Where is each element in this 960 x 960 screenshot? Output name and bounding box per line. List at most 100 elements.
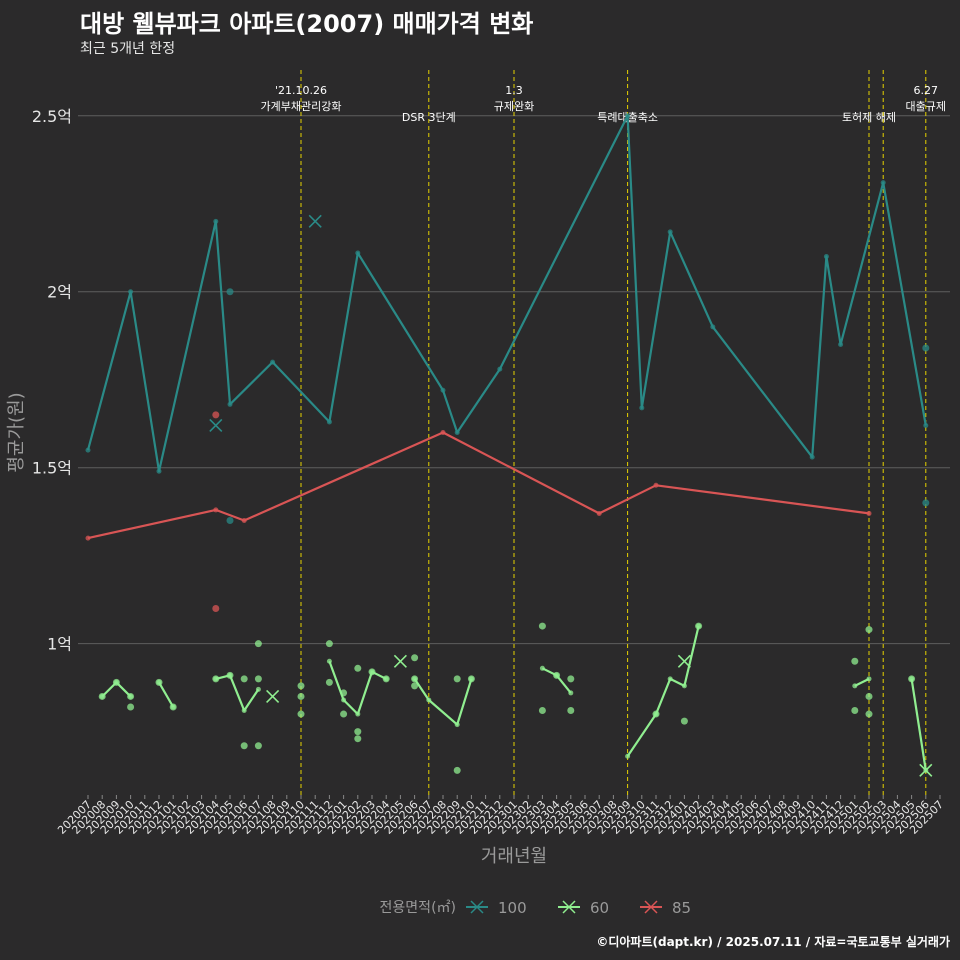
series-vertex-100 [440,387,446,393]
chart-title: 대방 웰뷰파크 아파트(2007) 매매가격 변화 [80,10,534,38]
series-vertex-100 [823,254,829,260]
series-point-60 [340,689,348,697]
series-vertex-60 [852,683,858,689]
x-axis-title: 거래년월 [481,846,547,867]
y-tick-label: 1억 [47,635,72,654]
series-point-60 [254,640,262,648]
series-point-60 [851,707,859,715]
series-vertex-85 [596,510,602,516]
series-point-100 [922,499,930,507]
event-label: 규제완화 [494,100,534,113]
series-vertex-60 [341,697,347,703]
series-vertex-100 [838,342,844,348]
legend-swatch-cross [562,900,576,914]
event-label: 대출규제 [906,100,946,113]
series-line-85 [87,431,870,540]
series-vertex-100 [128,289,134,295]
series-vertex-60 [866,676,872,682]
series-point-60 [538,707,546,715]
series-point-60 [538,622,546,630]
series-vertex-60 [909,676,915,682]
series-point-60 [865,710,873,718]
series-point-100 [226,516,234,524]
series-vertex-60 [213,676,219,682]
series-point-60 [567,707,575,715]
series-point-60 [127,703,135,711]
series-vertex-60 [113,679,119,685]
series-vertex-100 [227,401,233,407]
series-vertex-100 [625,113,631,119]
legend-label: 100 [498,899,527,917]
series-point-60 [325,640,333,648]
series-vertex-60 [255,686,261,692]
event-label: 토허제 해제 [842,110,896,124]
series-point-60 [240,675,248,683]
legend-swatch-cross [644,900,658,914]
source-caption: ©디아파트(dapt.kr) / 2025.07.11 / 자료=국토교통부 실… [596,935,950,949]
series-vertex-60 [128,693,134,699]
series-cross-100 [209,418,223,433]
y-tick-label: 2억 [47,283,72,302]
series-line-60 [910,678,927,771]
legend-title: 전용면적(㎡) [380,900,456,916]
series-vertex-60 [426,697,432,703]
series-cross-60 [677,654,691,668]
series-point-60 [240,742,248,750]
series-line-100 [86,114,927,473]
series-point-85 [212,604,220,612]
series-vertex-60 [539,665,545,671]
series-point-60 [851,657,859,665]
series-vertex-60 [412,676,418,682]
y-tick-label: 2.5억 [32,107,72,126]
series-point-60 [865,692,873,700]
series-cross-100 [308,214,322,228]
series-line-60 [626,625,700,757]
legend-label: 60 [590,899,609,917]
y-tick-label: 1.5억 [32,459,72,478]
series-vertex-100 [326,419,332,425]
series-line-60 [413,678,473,726]
series-point-60 [297,692,305,700]
series-vertex-60 [99,693,105,699]
series-vertex-100 [667,229,673,235]
series-vertex-85 [241,517,247,523]
series-cross-60 [919,763,933,777]
series-vertex-60 [625,753,631,759]
series-point-60 [254,675,262,683]
series-vertex-100 [270,359,276,365]
event-label: 6.27 [914,84,939,97]
series-point-85 [212,411,220,419]
series-vertex-100 [809,454,815,460]
series-point-60 [354,728,362,736]
series-point-60 [453,675,461,683]
event-label: 1.3 [505,84,523,97]
series-vertex-100 [497,366,503,372]
legend-swatch-cross [470,900,484,914]
series-vertex-85 [85,535,91,541]
series-line-60 [854,677,870,687]
series-vertex-100 [355,250,361,256]
series-point-60 [865,626,873,634]
series-vertex-100 [639,405,645,411]
series-vertex-60 [156,679,162,685]
series-vertex-60 [170,704,176,710]
series-vertex-60 [696,623,702,629]
series-point-60 [297,682,305,690]
series-vertex-100 [85,447,91,453]
series-line-60 [215,674,260,712]
series-point-60 [297,710,305,718]
series-point-100 [922,344,930,352]
series-point-60 [411,682,419,690]
series-vertex-60 [468,676,474,682]
series-point-60 [411,654,419,662]
series-line-60 [158,681,175,708]
series-point-60 [453,766,461,774]
series-vertex-85 [440,430,446,435]
y-axis-title: 평균가(원) [6,392,27,472]
event-label: DSR 3단계 [402,111,456,124]
event-label: 가계부채관리강화 [261,100,342,113]
series-point-60 [567,675,575,683]
series-vertex-85 [213,507,219,513]
series-vertex-60 [454,722,460,728]
